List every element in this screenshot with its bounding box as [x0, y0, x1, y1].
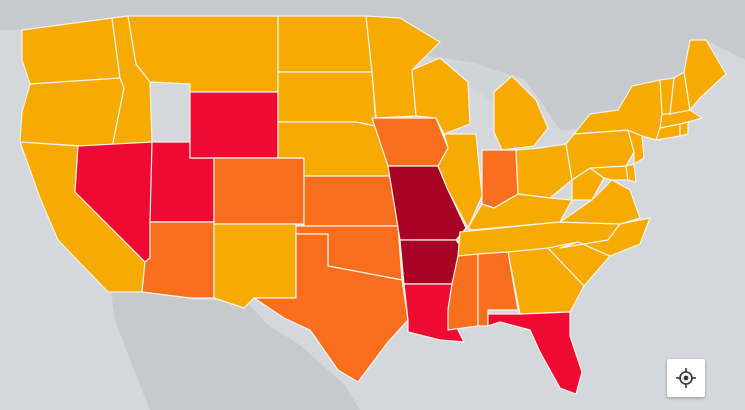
state-CO[interactable] — [213, 157, 305, 225]
state-KS[interactable] — [303, 175, 399, 227]
state-FL[interactable] — [487, 311, 583, 395]
crosshair-icon — [676, 368, 696, 388]
state-NM[interactable] — [213, 223, 297, 309]
state-ME[interactable] — [683, 39, 727, 111]
state-GA[interactable] — [507, 247, 585, 315]
locate-button[interactable] — [667, 359, 705, 397]
state-TX[interactable] — [253, 233, 409, 383]
state-AR[interactable] — [399, 239, 463, 285]
state-WA[interactable] — [21, 17, 121, 85]
state-WY[interactable] — [189, 91, 279, 159]
state-MT[interactable] — [127, 15, 279, 93]
mexico-land — [110, 285, 360, 410]
state-AZ[interactable] — [141, 221, 215, 299]
state-IL[interactable] — [437, 133, 483, 229]
state-WI[interactable] — [411, 57, 471, 135]
state-NC[interactable] — [559, 217, 651, 257]
state-DE[interactable] — [625, 163, 637, 183]
state-MI[interactable] — [493, 75, 549, 151]
state-SD[interactable] — [277, 71, 377, 127]
state-OR[interactable] — [19, 77, 125, 149]
state-ND[interactable] — [277, 15, 373, 73]
